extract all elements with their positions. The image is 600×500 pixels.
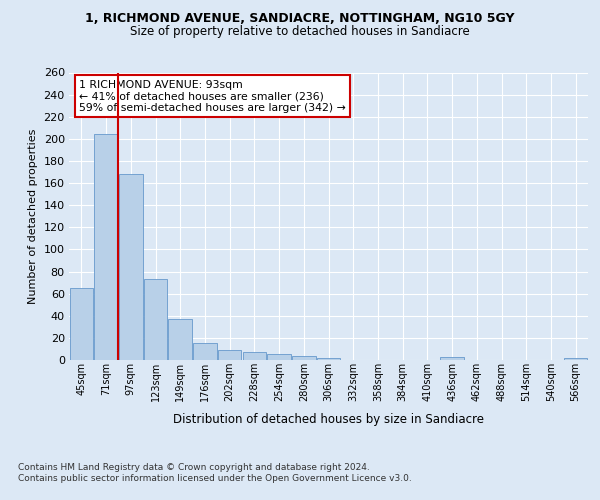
Bar bbox=[144, 280, 167, 360]
Bar bbox=[94, 134, 118, 360]
Bar bbox=[70, 288, 93, 360]
Text: Distribution of detached houses by size in Sandiacre: Distribution of detached houses by size … bbox=[173, 412, 484, 426]
Bar bbox=[317, 358, 340, 360]
Bar bbox=[119, 174, 143, 360]
Y-axis label: Number of detached properties: Number of detached properties bbox=[28, 128, 38, 304]
Bar bbox=[268, 354, 291, 360]
Bar bbox=[193, 344, 217, 360]
Bar bbox=[242, 352, 266, 360]
Bar bbox=[440, 356, 464, 360]
Text: Contains HM Land Registry data © Crown copyright and database right 2024.: Contains HM Land Registry data © Crown c… bbox=[18, 462, 370, 471]
Text: Size of property relative to detached houses in Sandiacre: Size of property relative to detached ho… bbox=[130, 25, 470, 38]
Text: 1 RICHMOND AVENUE: 93sqm
← 41% of detached houses are smaller (236)
59% of semi-: 1 RICHMOND AVENUE: 93sqm ← 41% of detach… bbox=[79, 80, 346, 113]
Bar bbox=[218, 350, 241, 360]
Text: Contains public sector information licensed under the Open Government Licence v3: Contains public sector information licen… bbox=[18, 474, 412, 483]
Bar bbox=[564, 358, 587, 360]
Bar bbox=[292, 356, 316, 360]
Bar bbox=[169, 319, 192, 360]
Text: 1, RICHMOND AVENUE, SANDIACRE, NOTTINGHAM, NG10 5GY: 1, RICHMOND AVENUE, SANDIACRE, NOTTINGHA… bbox=[85, 12, 515, 26]
